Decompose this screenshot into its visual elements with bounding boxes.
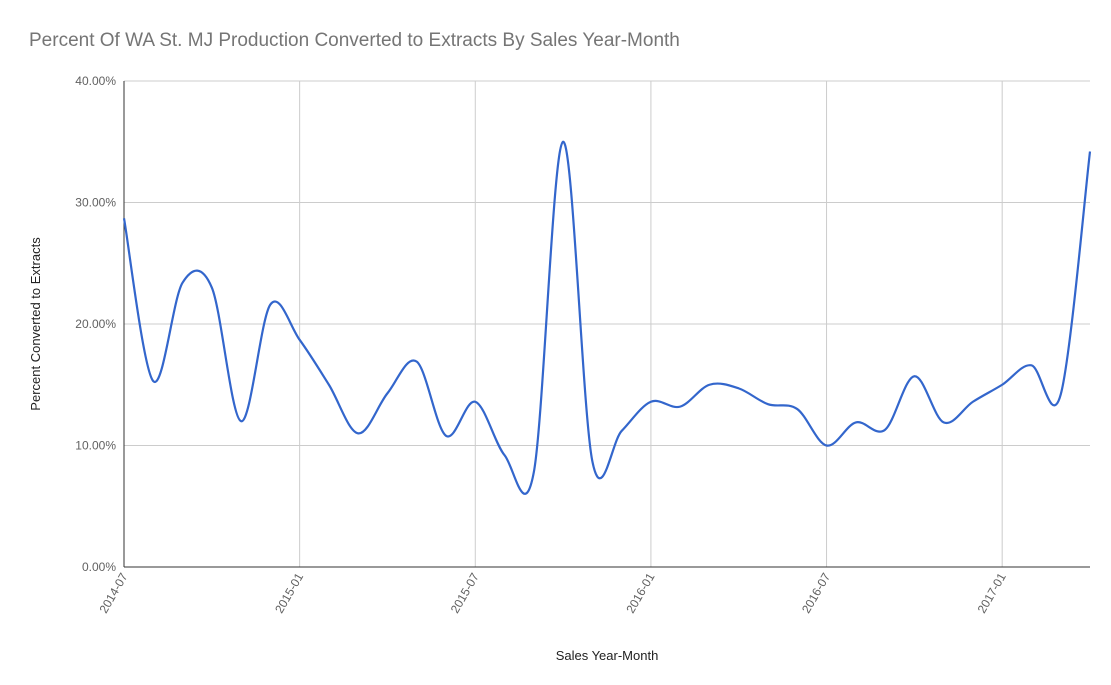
y-tick-label: 40.00% bbox=[75, 74, 116, 88]
x-tick-label: 2016-07 bbox=[799, 570, 833, 615]
y-tick-label: 0.00% bbox=[82, 560, 116, 574]
y-tick-label: 20.00% bbox=[75, 317, 116, 331]
y-tick-label: 10.00% bbox=[75, 439, 116, 453]
x-tick-label: 2017-01 bbox=[975, 570, 1009, 615]
chart-title: Percent Of WA St. MJ Production Converte… bbox=[29, 30, 680, 51]
y-tick-label: 30.00% bbox=[75, 196, 116, 210]
x-tick-label: 2015-01 bbox=[272, 570, 306, 615]
x-axis-title: Sales Year-Month bbox=[556, 648, 659, 663]
x-tick-label: 2016-01 bbox=[623, 570, 657, 615]
series-line bbox=[122, 140, 1092, 495]
x-tick-label: 2014-07 bbox=[96, 570, 130, 615]
x-tick-label: 2015-07 bbox=[448, 570, 482, 615]
y-axis-title: Percent Converted to Extracts bbox=[28, 237, 43, 411]
